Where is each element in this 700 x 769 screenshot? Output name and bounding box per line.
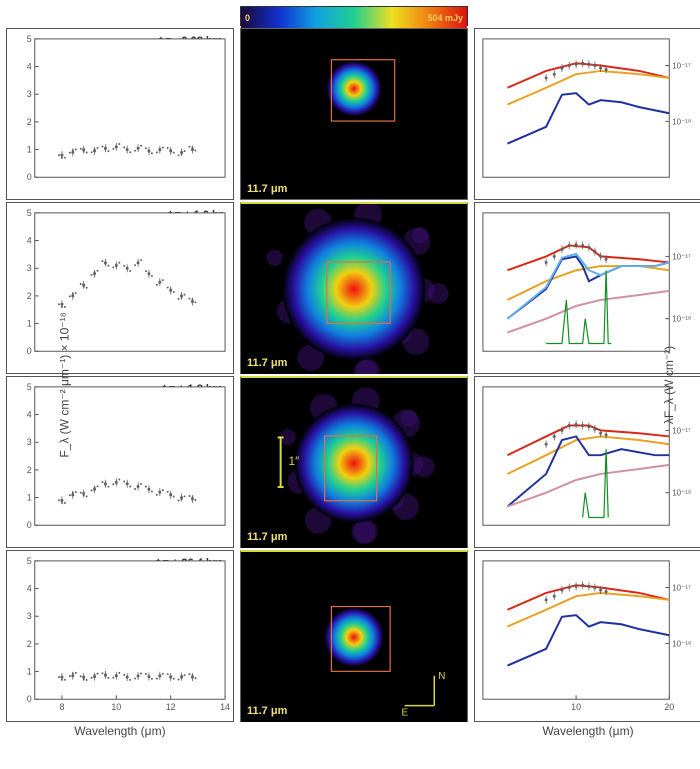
svg-text:1: 1	[27, 667, 32, 677]
image-wavelength-label: 11.7 μm	[247, 531, 287, 543]
svg-text:10⁻¹⁸: 10⁻¹⁸	[672, 639, 691, 648]
svg-text:4: 4	[27, 410, 32, 420]
image-wavelength-label: 11.7 μm	[247, 357, 287, 369]
svg-text:1: 1	[27, 145, 32, 155]
svg-text:5: 5	[27, 208, 32, 218]
colorbar-min: 0	[245, 13, 250, 23]
svg-text:2: 2	[27, 465, 32, 475]
svg-text:2: 2	[27, 639, 32, 649]
svg-text:0: 0	[27, 346, 32, 356]
svg-text:E: E	[402, 708, 409, 719]
svg-text:4: 4	[27, 236, 32, 246]
svg-text:14: 14	[220, 702, 230, 712]
image-wavelength-label: 11.7 μm	[247, 705, 287, 717]
svg-text:12: 12	[166, 702, 176, 712]
svg-text:1: 1	[27, 319, 32, 329]
svg-text:2: 2	[27, 291, 32, 301]
svg-text:10⁻¹⁸: 10⁻¹⁸	[672, 117, 691, 126]
left-spectrum-panel: t = + 26.4 hrs0123458101214	[6, 550, 234, 722]
svg-text:3: 3	[27, 611, 32, 621]
x-axis-label-right: Wavelength (μm)	[474, 724, 700, 754]
svg-text:10: 10	[571, 702, 581, 712]
image-panel: 1″ 11.7 μm	[240, 376, 468, 548]
svg-text:4: 4	[27, 584, 32, 594]
svg-text:3: 3	[27, 89, 32, 99]
image-panel: 11.7 μm	[240, 28, 468, 200]
svg-text:1: 1	[27, 493, 32, 503]
svg-text:N: N	[438, 671, 445, 682]
image-panel: 11.7 μm	[240, 202, 468, 374]
svg-text:10⁻¹⁷: 10⁻¹⁷	[672, 252, 691, 261]
sed-panel: 10⁻¹⁷ 10⁻¹⁸ 10 20	[474, 550, 700, 722]
image-panel: N E 11.7 μm	[240, 550, 468, 722]
svg-text:5: 5	[27, 34, 32, 44]
svg-text:10⁻¹⁷: 10⁻¹⁷	[672, 426, 691, 435]
svg-text:0: 0	[27, 172, 32, 182]
svg-text:3: 3	[27, 437, 32, 447]
svg-text:5: 5	[27, 382, 32, 392]
svg-text:10⁻¹⁷: 10⁻¹⁷	[672, 584, 691, 593]
svg-text:2: 2	[27, 117, 32, 127]
left-spectrum-panel: t = + 1.8 hrs012345	[6, 376, 234, 548]
svg-text:10⁻¹⁸: 10⁻¹⁸	[672, 315, 691, 324]
left-spectrum-panel: t = + 1.0 hr012345	[6, 202, 234, 374]
x-axis-label-left: Wavelength (μm)	[6, 724, 234, 754]
svg-text:5: 5	[27, 556, 32, 566]
sed-panel: 10⁻¹⁷ 10⁻¹⁸	[474, 28, 700, 200]
colorbar: 0 504 mJy	[240, 6, 468, 26]
svg-text:20: 20	[664, 702, 674, 712]
svg-text:10⁻¹⁸: 10⁻¹⁸	[672, 489, 691, 498]
svg-text:3: 3	[27, 263, 32, 273]
svg-text:4: 4	[27, 62, 32, 72]
image-wavelength-label: 11.7 μm	[247, 183, 287, 195]
svg-text:0: 0	[27, 694, 32, 704]
colorbar-max: 504 mJy	[427, 13, 463, 23]
y-axis-label-left: F_λ (W cm⁻² μm⁻¹) × 10⁻¹⁸	[58, 312, 72, 457]
figure-grid: 0 504 mJy t = - 0.08 hrs01234511.7 μm10⁻…	[0, 0, 700, 760]
svg-text:10: 10	[111, 702, 121, 712]
svg-text:8: 8	[59, 702, 64, 712]
svg-text:10⁻¹⁷: 10⁻¹⁷	[672, 62, 691, 71]
svg-text:0: 0	[27, 520, 32, 530]
y-axis-label-right: λF_λ (W cm⁻²)	[662, 345, 676, 423]
svg-text:1″: 1″	[289, 454, 300, 468]
left-spectrum-panel: t = - 0.08 hrs012345	[6, 28, 234, 200]
